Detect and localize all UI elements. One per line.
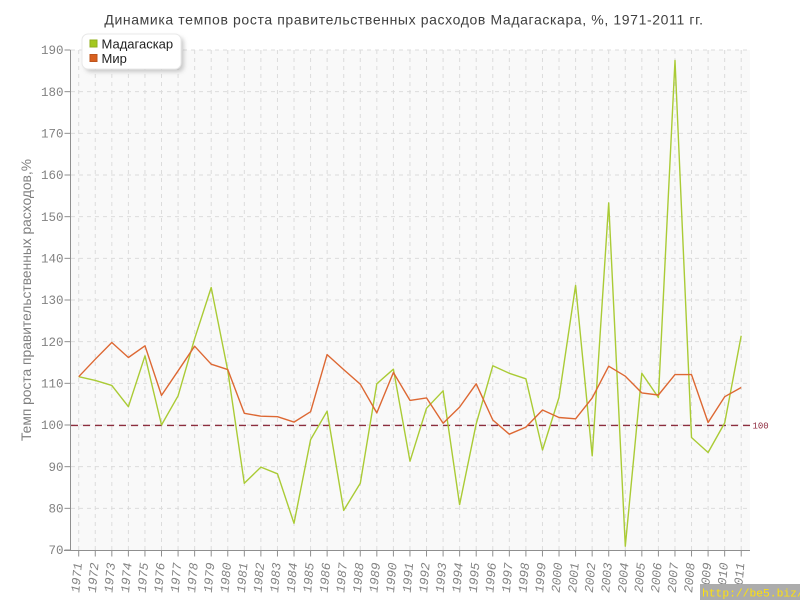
svg-text:1985: 1985 bbox=[301, 562, 318, 594]
svg-text:190: 190 bbox=[41, 44, 64, 58]
svg-text:2003: 2003 bbox=[599, 562, 616, 594]
svg-text:2007: 2007 bbox=[666, 562, 683, 594]
svg-text:1980: 1980 bbox=[218, 562, 235, 594]
svg-text:2006: 2006 bbox=[649, 562, 666, 594]
svg-text:1974: 1974 bbox=[119, 562, 136, 593]
svg-text:Динамика темпов роста правител: Динамика темпов роста правительственных … bbox=[104, 12, 703, 28]
svg-text:Мир: Мир bbox=[102, 51, 127, 66]
svg-text:1973: 1973 bbox=[102, 562, 119, 594]
svg-text:1995: 1995 bbox=[467, 562, 484, 594]
svg-text:1976: 1976 bbox=[152, 562, 169, 594]
svg-text:150: 150 bbox=[41, 211, 64, 225]
svg-text:100: 100 bbox=[753, 421, 769, 431]
svg-text:1975: 1975 bbox=[136, 562, 153, 594]
svg-text:160: 160 bbox=[41, 169, 64, 183]
svg-text:2000: 2000 bbox=[550, 562, 567, 594]
svg-text:1978: 1978 bbox=[185, 562, 202, 594]
svg-text:1994: 1994 bbox=[450, 562, 467, 593]
svg-text:1987: 1987 bbox=[334, 562, 351, 594]
svg-text:1979: 1979 bbox=[202, 562, 219, 593]
svg-text:180: 180 bbox=[41, 86, 64, 100]
svg-text:1972: 1972 bbox=[86, 562, 103, 594]
svg-text:100: 100 bbox=[41, 419, 64, 433]
svg-text:1971: 1971 bbox=[69, 562, 86, 593]
svg-text:2004: 2004 bbox=[616, 562, 633, 593]
svg-text:1999: 1999 bbox=[533, 562, 550, 593]
svg-text:1981: 1981 bbox=[235, 562, 252, 593]
svg-text:140: 140 bbox=[41, 252, 64, 266]
svg-text:Мадагаскар: Мадагаскар bbox=[102, 37, 174, 52]
svg-text:1991: 1991 bbox=[401, 562, 418, 593]
svg-text:1977: 1977 bbox=[169, 562, 186, 594]
svg-text:1983: 1983 bbox=[268, 562, 285, 594]
svg-text:90: 90 bbox=[48, 461, 63, 475]
svg-text:2005: 2005 bbox=[632, 562, 649, 594]
svg-text:1984: 1984 bbox=[285, 562, 302, 593]
svg-text:1989: 1989 bbox=[367, 562, 384, 593]
svg-text:70: 70 bbox=[48, 544, 63, 558]
svg-text:120: 120 bbox=[41, 336, 64, 350]
svg-text:2002: 2002 bbox=[583, 562, 600, 594]
svg-text:Темп роста правительственных р: Темп роста правительственных расходов,% bbox=[19, 159, 34, 441]
svg-text:2001: 2001 bbox=[566, 562, 583, 593]
svg-text:1988: 1988 bbox=[351, 562, 368, 594]
svg-text:2008: 2008 bbox=[682, 562, 699, 594]
svg-text:80: 80 bbox=[48, 502, 63, 516]
svg-text:1993: 1993 bbox=[434, 562, 451, 594]
svg-text:http://be5.biz/: http://be5.biz/ bbox=[702, 589, 800, 600]
svg-text:1986: 1986 bbox=[318, 562, 335, 594]
svg-text:1997: 1997 bbox=[500, 562, 517, 594]
svg-text:1982: 1982 bbox=[252, 562, 269, 594]
svg-text:170: 170 bbox=[41, 127, 64, 141]
svg-text:110: 110 bbox=[41, 377, 64, 391]
svg-text:1990: 1990 bbox=[384, 562, 401, 594]
svg-text:1992: 1992 bbox=[417, 562, 434, 594]
svg-text:1998: 1998 bbox=[517, 562, 534, 594]
svg-text:1996: 1996 bbox=[483, 562, 500, 594]
svg-text:130: 130 bbox=[41, 294, 64, 308]
